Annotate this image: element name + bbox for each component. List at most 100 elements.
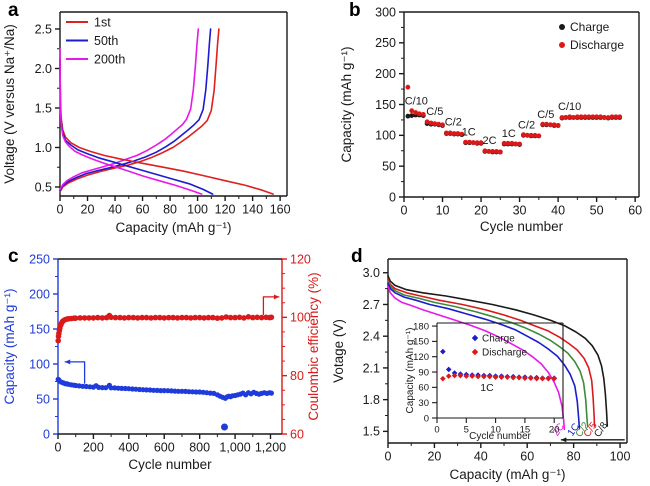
svg-text:Capacity (mAh g⁻¹): Capacity (mAh g⁻¹) — [116, 220, 232, 235]
svg-text:Charge: Charge — [482, 334, 515, 345]
svg-text:20: 20 — [549, 425, 560, 436]
svg-text:250: 250 — [29, 252, 50, 266]
svg-text:140: 140 — [242, 202, 263, 216]
svg-text:0: 0 — [57, 202, 64, 216]
panel-a-label: a — [8, 0, 19, 21]
svg-text:200: 200 — [29, 287, 50, 301]
svg-text:Capacity (mAh g⁻¹): Capacity (mAh g⁻¹) — [2, 289, 17, 405]
panel-b-chart: 0 10 20 30 40 50 60 0 50 100 150 200 250 300 Cycle num… — [339, 5, 642, 234]
svg-text:Charge: Charge — [570, 20, 610, 34]
svg-text:60: 60 — [628, 203, 642, 217]
panel-d-series-rate-c2 — [387, 280, 589, 427]
svg-text:150: 150 — [375, 98, 396, 112]
svg-text:20: 20 — [427, 449, 441, 463]
svg-text:0: 0 — [55, 440, 62, 454]
svg-text:120: 120 — [215, 202, 236, 216]
panel-c-axes: 0 200 400 600 800 1,000 1,200 0 50 100 150 200 250 60… — [29, 252, 311, 454]
svg-text:1st: 1st — [94, 15, 111, 29]
svg-text:2.1: 2.1 — [363, 361, 380, 375]
svg-text:50: 50 — [382, 160, 396, 174]
svg-text:1C: 1C — [462, 126, 476, 138]
svg-text:0: 0 — [401, 203, 408, 217]
svg-text:40: 40 — [551, 203, 565, 217]
panel-d-inset-legend: Charge Discharge — [471, 334, 527, 359]
svg-text:100: 100 — [29, 357, 50, 371]
panel-c-label: c — [8, 246, 19, 267]
panel-d-label: d — [351, 246, 363, 267]
svg-text:3.0: 3.0 — [363, 266, 380, 280]
panel-b-label: b — [349, 0, 361, 21]
panel-d-series-rate-c8 — [387, 275, 609, 427]
svg-text:Voltage (V versus Na⁺/Na): Voltage (V versus Na⁺/Na) — [2, 24, 17, 183]
svg-text:180: 180 — [413, 321, 429, 332]
svg-text:1.8: 1.8 — [363, 393, 380, 407]
svg-text:100: 100 — [187, 202, 208, 216]
svg-text:120: 120 — [413, 352, 429, 363]
svg-text:Capacity (mAh g⁻¹): Capacity (mAh g⁻¹) — [405, 328, 416, 414]
svg-text:1C: 1C — [480, 382, 494, 394]
panel-d: d 0 20 40 60 80 100 1.5 1.8 2.1 2.4 2.7 3.0 Capacity… — [325, 243, 650, 486]
svg-text:200: 200 — [375, 67, 396, 81]
svg-text:1,200: 1,200 — [255, 440, 286, 454]
svg-text:C/5: C/5 — [426, 106, 443, 118]
svg-text:2C: 2C — [482, 135, 496, 147]
panel-b: 0 10 20 30 40 50 60 0 50 100 150 200 250 300 Cycle num… — [339, 5, 642, 234]
panel-a-series-charge-50th — [59, 28, 212, 191]
panel-b-axes: 0 10 20 30 40 50 60 0 50 100 150 200 250 300 — [375, 5, 642, 217]
svg-text:90: 90 — [418, 367, 429, 378]
svg-text:150: 150 — [29, 322, 50, 336]
panel-d-series-rate-2c — [387, 285, 566, 431]
svg-text:C/5: C/5 — [537, 109, 554, 121]
svg-text:80: 80 — [567, 449, 581, 463]
panel-d-inset-series-inset-discharge — [440, 372, 558, 382]
svg-text:60: 60 — [136, 202, 150, 216]
panel-b: b 0 10 20 30 40 50 60 0 50 100 150 200 250 300 Cycle n… — [325, 0, 650, 243]
svg-text:1,000: 1,000 — [219, 440, 250, 454]
panel-c-arrow — [64, 361, 86, 384]
svg-text:0: 0 — [385, 449, 392, 463]
panel-d-series-rate-c5 — [387, 278, 596, 427]
svg-text:600: 600 — [154, 440, 175, 454]
svg-text:C/2: C/2 — [445, 116, 462, 128]
panel-c-series-capacity — [55, 376, 274, 401]
svg-text:30: 30 — [513, 203, 527, 217]
svg-text:800: 800 — [189, 440, 210, 454]
svg-text:5: 5 — [464, 425, 469, 436]
panel-c-arrow — [262, 296, 280, 315]
svg-text:100: 100 — [610, 449, 631, 463]
panel-c: 0 200 400 600 800 1,000 1,200 0 50 100 150 200 250 60… — [2, 252, 321, 472]
svg-text:10: 10 — [436, 203, 450, 217]
svg-text:2.7: 2.7 — [363, 298, 380, 312]
svg-text:80: 80 — [163, 202, 177, 216]
panel-c: c 0 200 400 600 800 1,000 1,200 0 50 100 150 200 250… — [0, 243, 325, 486]
svg-text:1.5: 1.5 — [35, 101, 52, 115]
svg-text:Cycle number: Cycle number — [480, 219, 564, 234]
svg-text:Discharge: Discharge — [482, 348, 527, 359]
svg-text:150: 150 — [413, 337, 429, 348]
svg-text:1C: 1C — [502, 128, 516, 140]
svg-text:C/2: C/2 — [518, 120, 535, 132]
svg-text:300: 300 — [375, 5, 396, 19]
svg-text:60: 60 — [520, 449, 534, 463]
svg-text:Coulombic efficiency (%): Coulombic efficiency (%) — [306, 272, 321, 420]
svg-text:20: 20 — [474, 203, 488, 217]
svg-text:50: 50 — [590, 203, 604, 217]
svg-text:Capacity (mAh g⁻¹): Capacity (mAh g⁻¹) — [450, 467, 566, 482]
svg-text:0.5: 0.5 — [35, 180, 52, 194]
panel-a-series-discharge-200th — [59, 47, 203, 195]
panel-c-chart: 0 200 400 600 800 1,000 1,200 0 50 100 150 200 250 60… — [2, 252, 321, 472]
panel-a-series-charge-1st — [59, 28, 220, 193]
panel-a-series-charge-200th — [59, 28, 200, 191]
panel-b-series-discharge — [405, 84, 623, 155]
panel-c-series-capacity-outlier — [221, 423, 228, 431]
svg-text:20: 20 — [81, 202, 95, 216]
svg-text:400: 400 — [118, 440, 139, 454]
svg-text:C/10: C/10 — [558, 101, 581, 113]
svg-text:2.4: 2.4 — [363, 330, 380, 344]
svg-text:200: 200 — [83, 440, 104, 454]
svg-text:50th: 50th — [94, 34, 118, 48]
panel-c-series-coulombic-efficiency — [55, 312, 275, 344]
